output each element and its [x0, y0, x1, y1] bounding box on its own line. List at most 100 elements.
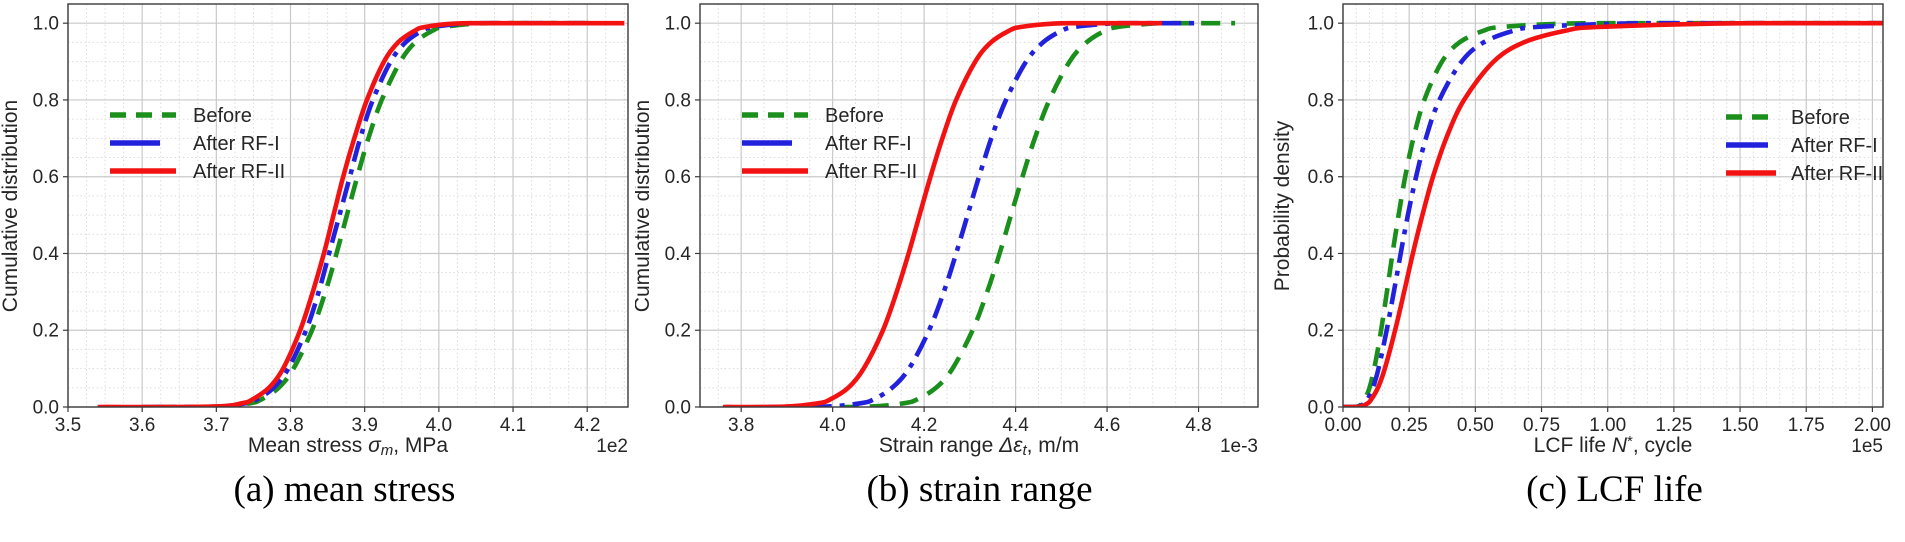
legend-item-after-rf2: After RF-II	[742, 161, 917, 183]
y-tick-label: 0.4	[665, 244, 692, 265]
y-tick-label: 1.0	[33, 14, 59, 35]
x-axis-label: Mean stress σm, MPa	[248, 434, 449, 459]
y-tick-label: 0.8	[1308, 90, 1334, 111]
x-label-prefix: Strain range	[879, 434, 999, 457]
y-tick-label: 0.0	[665, 398, 691, 419]
axis-offset-label: 1e-3	[1220, 436, 1258, 457]
x-label-subscript: t	[1022, 442, 1027, 459]
cdf-chart-strain-range: 3.8 4.0 4.2 4.4 4.6 4.8 0.0 0.2 0.4 0.6 0.8 1.0 Cum…	[635, 3, 1259, 459]
caption-b: (b) strain range	[866, 469, 1093, 510]
x-tick-label: 3.8	[277, 415, 303, 436]
x-tick-label: 0.00	[1325, 415, 1362, 436]
curve-before	[156, 20, 595, 407]
x-tick-label: 4.4	[1002, 415, 1029, 436]
caption-a: (a) mean stress	[233, 469, 456, 510]
legend-label-after-rf2: After RF-II	[193, 161, 285, 183]
y-axis-label: Cumulative distribution	[0, 100, 22, 312]
legend-label-after-rf1: After RF-I	[193, 133, 280, 155]
x-tick-label: 0.25	[1391, 415, 1428, 436]
x-tick-label: 3.8	[728, 415, 754, 436]
x-label-prefix: LCF life	[1534, 434, 1612, 457]
cdf-chart-lcf-life: 0.00 0.25 0.50 0.75 1.00 1.25 1.50 1.75 2.00 0.0 0…	[1271, 3, 1891, 457]
x-tick-label: 1.00	[1589, 415, 1626, 436]
curves	[722, 20, 1236, 407]
legend-label-before: Before	[193, 105, 252, 127]
legend-item-before: Before	[110, 105, 252, 127]
panel-lcf-life: 0.00 0.25 0.50 0.75 1.00 1.25 1.50 1.75 2.00 0.0 0…	[1270, 0, 1905, 511]
caption-c: (c) LCF life	[1526, 469, 1703, 510]
legend-item-after-rf2: After RF-II	[1726, 163, 1883, 185]
curve-after-rf-i	[768, 20, 1199, 407]
x-tick-label: 0.50	[1457, 415, 1494, 436]
x-label-symbol: Δε	[998, 434, 1023, 457]
y-tick-label: 0.6	[665, 167, 691, 188]
x-tick-label: 1.75	[1788, 415, 1825, 436]
y-tick-label: 0.2	[1308, 321, 1334, 342]
y-tick-label: 0.8	[665, 90, 691, 111]
x-tick-label: 3.7	[203, 415, 229, 436]
y-axis-label: Cumulative distribution	[635, 100, 654, 312]
x-label-symbol: N	[1612, 434, 1628, 457]
x-tick-label: 4.8	[1185, 415, 1211, 436]
x-label-symbol: σ	[368, 434, 382, 457]
legend-item-after-rf1: After RF-I	[742, 133, 912, 155]
legend-label-after-rf1: After RF-I	[1791, 135, 1878, 157]
y-tick-label: 0.4	[1308, 244, 1335, 265]
y-tick-label: 0.4	[33, 244, 60, 265]
legend-item-after-rf2: After RF-II	[110, 161, 285, 183]
legend: Before After RF-I After RF-II	[110, 105, 285, 183]
x-tick-label: 0.75	[1523, 415, 1560, 436]
x-axis-label: LCF life N*, cycle	[1534, 433, 1693, 457]
plot-frame	[699, 3, 1259, 408]
x-tick-label: 3.5	[55, 415, 81, 436]
x-tick-label: 4.2	[574, 415, 600, 436]
y-tick-label: 0.6	[33, 167, 59, 188]
panel-strain-range: 3.8 4.0 4.2 4.4 4.6 4.8 0.0 0.2 0.4 0.6 0.8 1.0 Cum…	[635, 0, 1270, 511]
grid-lines	[700, 3, 1258, 408]
x-tick-label: 4.6	[1094, 415, 1120, 436]
legend: Before After RF-I After RF-II	[742, 105, 917, 183]
x-label-suffix: , MPa	[393, 434, 448, 457]
x-tick-label: 4.0	[819, 415, 845, 436]
x-label-prefix: Mean stress	[248, 434, 368, 457]
panel-mean-stress: 3.5 3.6 3.7 3.8 3.9 4.0 4.1 4.2 0.0 0.2 0.4 0.6 0.8 1…	[0, 0, 635, 511]
x-label-subscript: m	[381, 442, 394, 459]
curve-before	[809, 20, 1236, 407]
axis-ticks: 3.5 3.6 3.7 3.8 3.9 4.0 4.1 4.2 0.0 0.2 0.4 0.6 0.8 1…	[33, 3, 629, 436]
grid-lines	[67, 3, 628, 408]
legend-item-before: Before	[742, 105, 884, 127]
x-tick-label: 3.6	[129, 415, 155, 436]
x-tick-label: 4.1	[500, 415, 526, 436]
curve-after-rf-ii	[1343, 20, 1883, 407]
x-tick-label: 4.0	[426, 415, 452, 436]
x-label-suffix: , cycle	[1633, 434, 1693, 457]
x-tick-label: 3.9	[351, 415, 377, 436]
legend-label-after-rf2: After RF-II	[825, 161, 917, 183]
curves	[97, 20, 625, 407]
y-tick-label: 1.0	[665, 14, 691, 35]
x-tick-label: 2.00	[1854, 415, 1891, 436]
y-axis-label: Probability density	[1271, 120, 1294, 291]
y-tick-label: 0.6	[1308, 167, 1334, 188]
y-tick-label: 1.0	[1308, 14, 1334, 35]
plot-frame	[1342, 3, 1884, 408]
curve-after-rf-ii	[722, 20, 1163, 407]
figure: 3.5 3.6 3.7 3.8 3.9 4.0 4.1 4.2 0.0 0.2 0.4 0.6 0.8 1…	[0, 0, 1905, 511]
legend-label-before: Before	[1791, 107, 1850, 129]
legend-label-after-rf1: After RF-I	[825, 133, 912, 155]
legend: Before After RF-I After RF-II	[1726, 107, 1883, 185]
x-axis-label: Strain range Δεt, m/m	[879, 434, 1079, 459]
y-tick-label: 0.0	[33, 398, 59, 419]
x-label-suffix: , m/m	[1027, 434, 1080, 457]
legend-item-after-rf1: After RF-I	[1726, 135, 1878, 157]
legend-item-before: Before	[1726, 107, 1850, 129]
curve-after-rf-i	[1343, 20, 1883, 407]
curve-after-rf-ii	[97, 20, 625, 407]
x-tick-label: 4.2	[911, 415, 937, 436]
y-tick-label: 0.0	[1308, 398, 1334, 419]
x-label-superscript: *	[1627, 433, 1633, 450]
axis-ticks: 0.00 0.25 0.50 0.75 1.00 1.25 1.50 1.75 2.00 0.0 0…	[1308, 3, 1891, 436]
curves	[1343, 20, 1883, 407]
x-tick-label: 1.50	[1722, 415, 1759, 436]
axis-offset-label: 1e2	[596, 436, 628, 457]
